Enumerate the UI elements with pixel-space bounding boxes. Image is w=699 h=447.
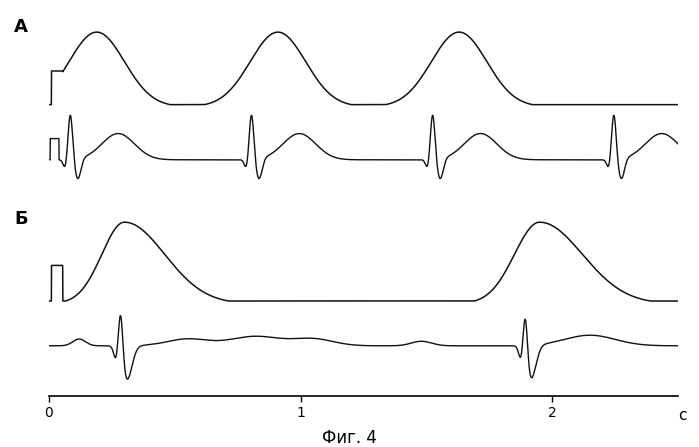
Text: Фиг. 4: Фиг. 4 [322,429,377,447]
Text: c: c [678,408,686,423]
Text: А: А [15,18,28,37]
Text: Б: Б [15,210,28,228]
